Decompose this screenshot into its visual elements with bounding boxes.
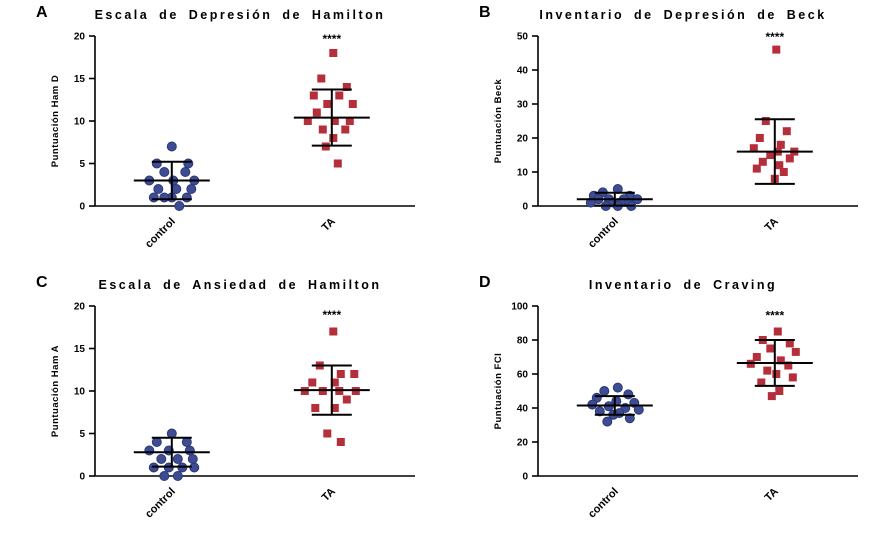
svg-text:Puntuación Ham D: Puntuación Ham D [50, 75, 61, 167]
svg-text:60: 60 [517, 370, 529, 381]
svg-text:40: 40 [517, 404, 529, 415]
svg-text:Puntuación Beck: Puntuación Beck [493, 79, 504, 164]
svg-text:TA: TA [763, 486, 781, 504]
svg-text:control: control [586, 486, 621, 521]
svg-text:****: **** [322, 308, 341, 322]
svg-text:****: **** [322, 32, 341, 46]
svg-text:TA: TA [763, 216, 781, 234]
svg-text:80: 80 [517, 336, 529, 347]
svg-text:30: 30 [517, 100, 529, 111]
svg-text:****: **** [765, 30, 784, 44]
panel-b-beck-depression: B Inventario de Depresión de Beck 0 10 20 3… [443, 0, 886, 270]
panel-c-hamilton-anxiety: C Escala de Ansiedad de Hamilton 0 5 10 15 2… [0, 270, 443, 540]
scatter-plot-craving-inventory: 0 20 40 60 80 100 control TA **** Puntuación FCI [493, 302, 858, 521]
svg-text:100: 100 [511, 302, 528, 313]
svg-text:control: control [143, 216, 178, 251]
panel-title-d: Inventario de Craving [588, 278, 778, 292]
svg-text:40: 40 [517, 66, 529, 77]
panel-letter-c: C [36, 274, 48, 291]
svg-text:10: 10 [74, 117, 86, 128]
svg-text:0: 0 [522, 472, 528, 483]
svg-text:5: 5 [79, 429, 85, 440]
panel-title-b: Inventario de Depresión de Beck [539, 8, 827, 22]
svg-text:15: 15 [74, 74, 86, 85]
scatter-plot-hamilton-depression: 0 5 10 15 20 control TA **** Puntuación Ham D [50, 32, 415, 251]
svg-text:15: 15 [74, 344, 86, 355]
svg-text:5: 5 [79, 159, 85, 170]
scatter-plot-beck-depression: 0 10 20 30 40 50 control TA **** Puntuación Beck [493, 30, 858, 251]
svg-text:TA: TA [320, 216, 338, 234]
svg-text:****: **** [765, 309, 784, 323]
svg-text:20: 20 [74, 32, 86, 43]
panel-title-c: Escala de Ansiedad de Hamilton [98, 278, 382, 292]
svg-text:10: 10 [517, 168, 529, 179]
svg-text:Puntuación FCI: Puntuación FCI [493, 353, 504, 430]
svg-text:20: 20 [517, 438, 529, 449]
svg-text:10: 10 [74, 387, 86, 398]
svg-text:0: 0 [522, 202, 528, 213]
svg-text:50: 50 [517, 32, 529, 43]
svg-text:TA: TA [320, 486, 338, 504]
panel-letter-a: A [36, 4, 48, 21]
svg-text:Puntuación Ham A: Puntuación Ham A [50, 345, 61, 437]
panel-letter-d: D [479, 274, 491, 291]
panel-d-craving-inventory: D Inventario de Craving 0 20 40 60 80 100 cont… [443, 270, 886, 540]
svg-text:control: control [586, 216, 621, 251]
panel-letter-b: B [479, 4, 491, 21]
svg-text:20: 20 [74, 302, 86, 313]
scatter-plot-hamilton-anxiety: 0 5 10 15 20 control TA **** Puntuación Ham A [50, 302, 415, 521]
panel-a-hamilton-depression: A Escala de Depresión de Hamilton 0 5 10 15… [0, 0, 443, 270]
panel-title-a: Escala de Depresión de Hamilton [94, 8, 386, 22]
svg-text:20: 20 [517, 134, 529, 145]
svg-text:0: 0 [79, 202, 85, 213]
svg-text:0: 0 [79, 472, 85, 483]
svg-text:control: control [143, 486, 178, 521]
